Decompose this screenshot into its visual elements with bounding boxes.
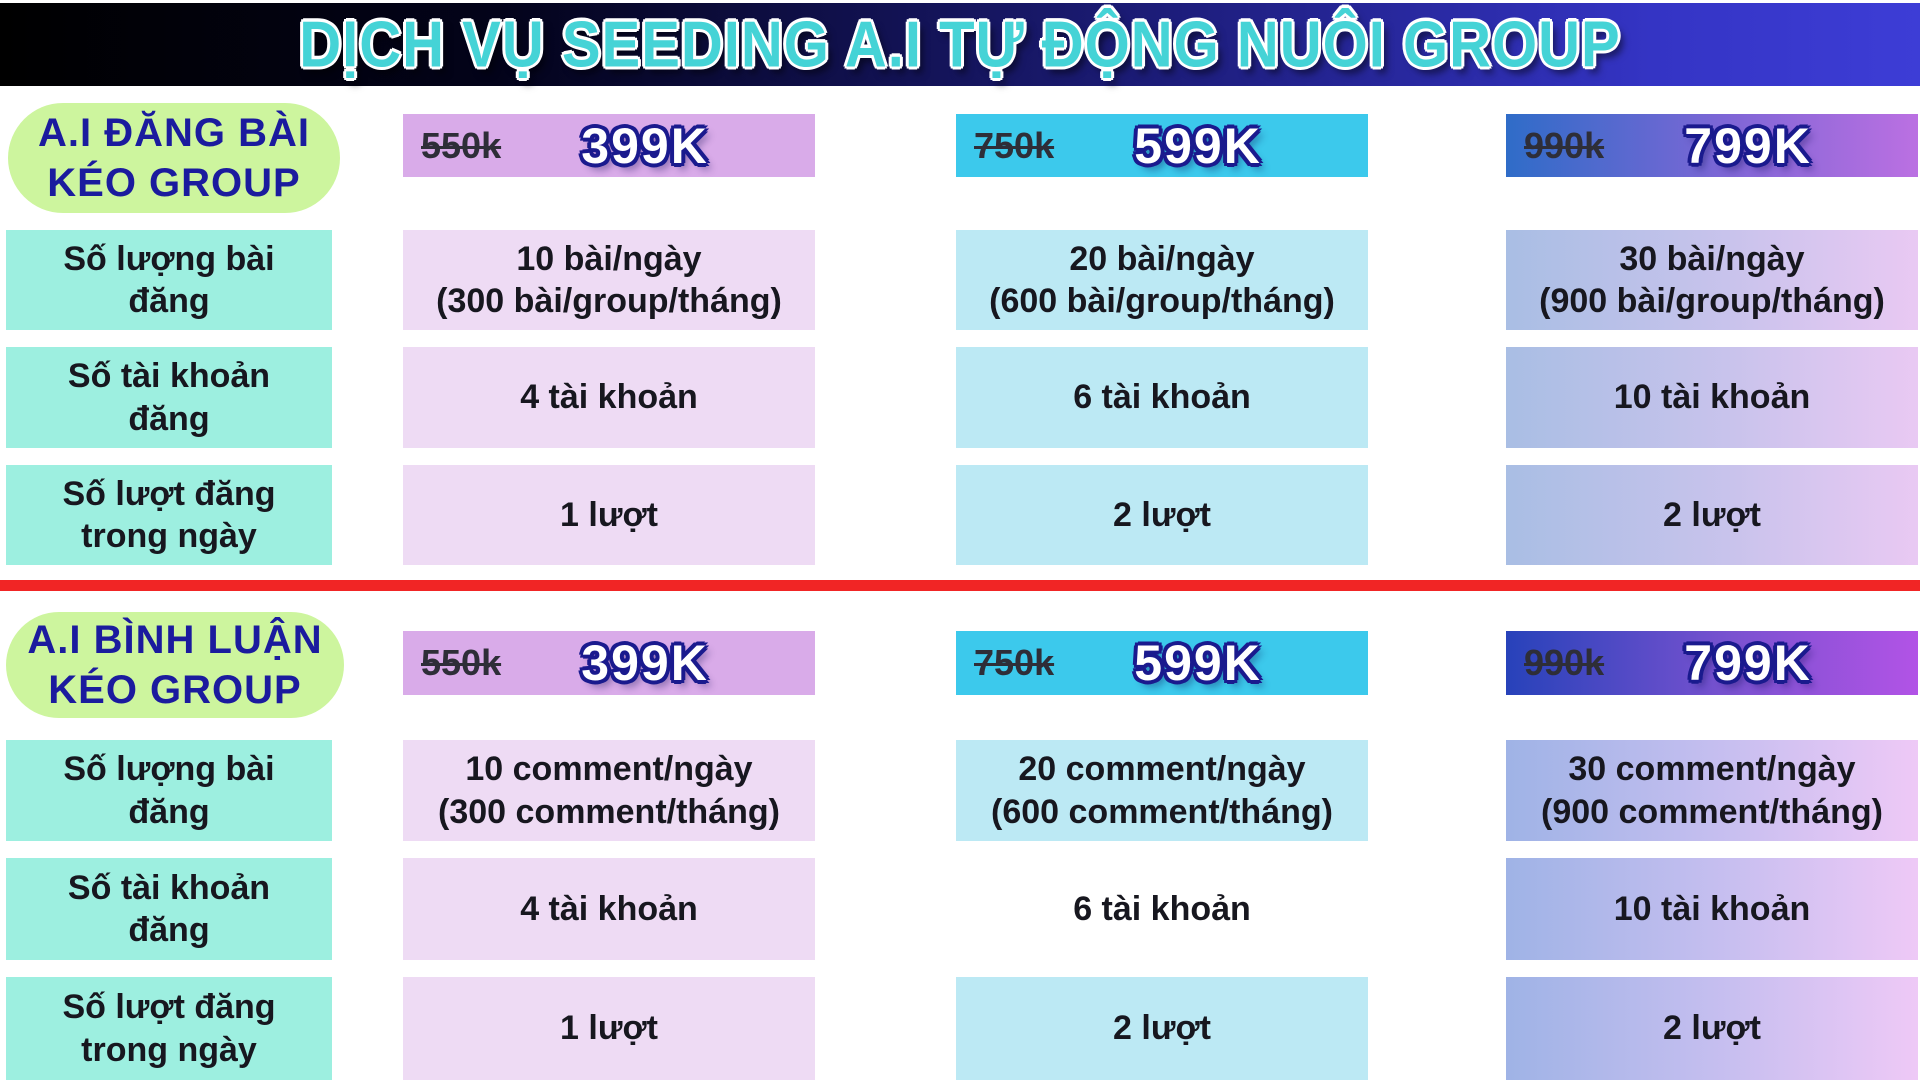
- s1-row-label-posts-text: Số lượng bài đăng: [63, 239, 275, 321]
- s2-plan3-runs-cell: 2 lượt: [1506, 977, 1918, 1080]
- s1-plan2-price: 599K: [1134, 117, 1262, 174]
- s1-plan1-accounts-value: 4 tài khoản: [520, 378, 698, 417]
- s2-plan1-old-price: 550k: [421, 642, 502, 683]
- s1-row-label-posts: Số lượng bài đăng: [6, 230, 332, 330]
- section1-title-pill: A.I ĐĂNG BÀI KÉO GROUP: [8, 103, 340, 213]
- s1-plan3-runs-value: 2 lượt: [1663, 495, 1761, 534]
- s2-plan3-posts-cell: 30 comment/ngày (900 comment/tháng): [1506, 740, 1918, 841]
- s2-plan2-runs-cell: 2 lượt: [956, 977, 1368, 1080]
- s2-plan3-price-box: 990k 799K: [1506, 631, 1918, 695]
- section1-title: A.I ĐĂNG BÀI KÉO GROUP: [38, 111, 310, 205]
- s2-plan1-price: 399K: [581, 635, 709, 691]
- s1-row-label-accounts-text: Số tài khoản đăng: [67, 357, 271, 438]
- s1-plan2-accounts-value: 6 tài khoản: [1073, 378, 1251, 417]
- s1-plan3-price: 799K: [1684, 117, 1812, 174]
- s2-row-label-posts: Số lượng bài đăng: [6, 740, 332, 841]
- s2-plan3-posts-value: 30 comment/ngày (900 comment/tháng): [1541, 750, 1883, 831]
- s1-plan3-runs-cell: 2 lượt: [1506, 465, 1918, 565]
- s2-row-label-posts-text: Số lượng bài đăng: [63, 750, 275, 831]
- s2-plan2-old-price: 750k: [974, 642, 1055, 683]
- s1-plan3-posts-cell: 30 bài/ngày (900 bài/group/tháng): [1506, 230, 1918, 330]
- s1-row-label-accounts: Số tài khoản đăng: [6, 347, 332, 448]
- s2-plan1-accounts-value: 4 tài khoản: [520, 889, 698, 928]
- s1-plan2-old-price: 750k: [974, 124, 1055, 166]
- s2-plan2-runs-value: 2 lượt: [1113, 1009, 1211, 1048]
- s2-plan2-price-box: 750k 599K: [956, 631, 1368, 695]
- s2-plan2-accounts-value: 6 tài khoản: [1073, 889, 1251, 928]
- s1-plan1-posts-cell: 10 bài/ngày (300 bài/group/tháng): [403, 230, 815, 330]
- s2-plan2-posts-value: 20 comment/ngày (600 comment/tháng): [991, 750, 1333, 831]
- s1-plan3-accounts-cell: 10 tài khoản: [1506, 347, 1918, 448]
- s2-row-label-daily-runs: Số lượt đăng trong ngày: [6, 977, 332, 1080]
- s1-row-label-daily-runs-text: Số lượt đăng trong ngày: [62, 474, 276, 556]
- s1-plan3-price-box: 990k 799K: [1506, 114, 1918, 177]
- section2-title: A.I BÌNH LUẬN KÉO GROUP: [27, 618, 323, 712]
- section2-title-pill: A.I BÌNH LUẬN KÉO GROUP: [6, 612, 344, 718]
- s2-plan1-posts-cell: 10 comment/ngày (300 comment/tháng): [403, 740, 815, 841]
- page-title: DỊCH VỤ SEEDING A.I TỰ ĐỘNG NUÔI GROUP: [299, 8, 1621, 81]
- section-divider: [0, 580, 1920, 591]
- s1-row-label-daily-runs: Số lượt đăng trong ngày: [6, 465, 332, 565]
- s1-plan1-price: 399K: [581, 117, 709, 174]
- s1-plan3-old-price: 990k: [1524, 124, 1605, 166]
- s1-plan2-posts-cell: 20 bài/ngày (600 bài/group/tháng): [956, 230, 1368, 330]
- s1-plan2-accounts-cell: 6 tài khoản: [956, 347, 1368, 448]
- s1-plan1-price-box: 550k 399K: [403, 114, 815, 177]
- s1-plan1-accounts-cell: 4 tài khoản: [403, 347, 815, 448]
- s1-plan2-runs-cell: 2 lượt: [956, 465, 1368, 565]
- s2-plan2-accounts-cell: 6 tài khoản: [956, 858, 1368, 960]
- s2-plan3-price: 799K: [1684, 635, 1812, 691]
- header-bar: DỊCH VỤ SEEDING A.I TỰ ĐỘNG NUÔI GROUP: [0, 3, 1920, 86]
- s2-plan2-posts-cell: 20 comment/ngày (600 comment/tháng): [956, 740, 1368, 841]
- s2-plan3-accounts-cell: 10 tài khoản: [1506, 858, 1918, 960]
- s2-plan2-price: 599K: [1134, 635, 1262, 691]
- s2-row-label-accounts: Số tài khoản đăng: [6, 858, 332, 960]
- s1-plan1-posts-value: 10 bài/ngày (300 bài/group/tháng): [436, 239, 782, 321]
- s2-row-label-accounts-text: Số tài khoản đăng: [67, 868, 271, 950]
- s1-plan2-price-box: 750k 599K: [956, 114, 1368, 177]
- s2-plan1-accounts-cell: 4 tài khoản: [403, 858, 815, 960]
- s2-row-label-daily-runs-text: Số lượt đăng trong ngày: [62, 988, 276, 1069]
- s2-plan3-runs-value: 2 lượt: [1663, 1009, 1761, 1048]
- s1-plan1-runs-cell: 1 lượt: [403, 465, 815, 565]
- s2-plan1-runs-cell: 1 lượt: [403, 977, 815, 1080]
- s1-plan3-posts-value: 30 bài/ngày (900 bài/group/tháng): [1539, 239, 1885, 321]
- s2-plan1-price-box: 550k 399K: [403, 631, 815, 695]
- s1-plan2-posts-value: 20 bài/ngày (600 bài/group/tháng): [989, 239, 1335, 321]
- s1-plan2-runs-value: 2 lượt: [1113, 495, 1211, 534]
- s2-plan3-old-price: 990k: [1524, 642, 1605, 683]
- s2-plan3-accounts-value: 10 tài khoản: [1613, 889, 1811, 928]
- s1-plan1-old-price: 550k: [421, 124, 502, 166]
- s2-plan1-runs-value: 1 lượt: [560, 1009, 658, 1048]
- s1-plan3-accounts-value: 10 tài khoản: [1613, 378, 1811, 417]
- s2-plan1-posts-value: 10 comment/ngày (300 comment/tháng): [438, 750, 780, 831]
- s1-plan1-runs-value: 1 lượt: [560, 495, 658, 534]
